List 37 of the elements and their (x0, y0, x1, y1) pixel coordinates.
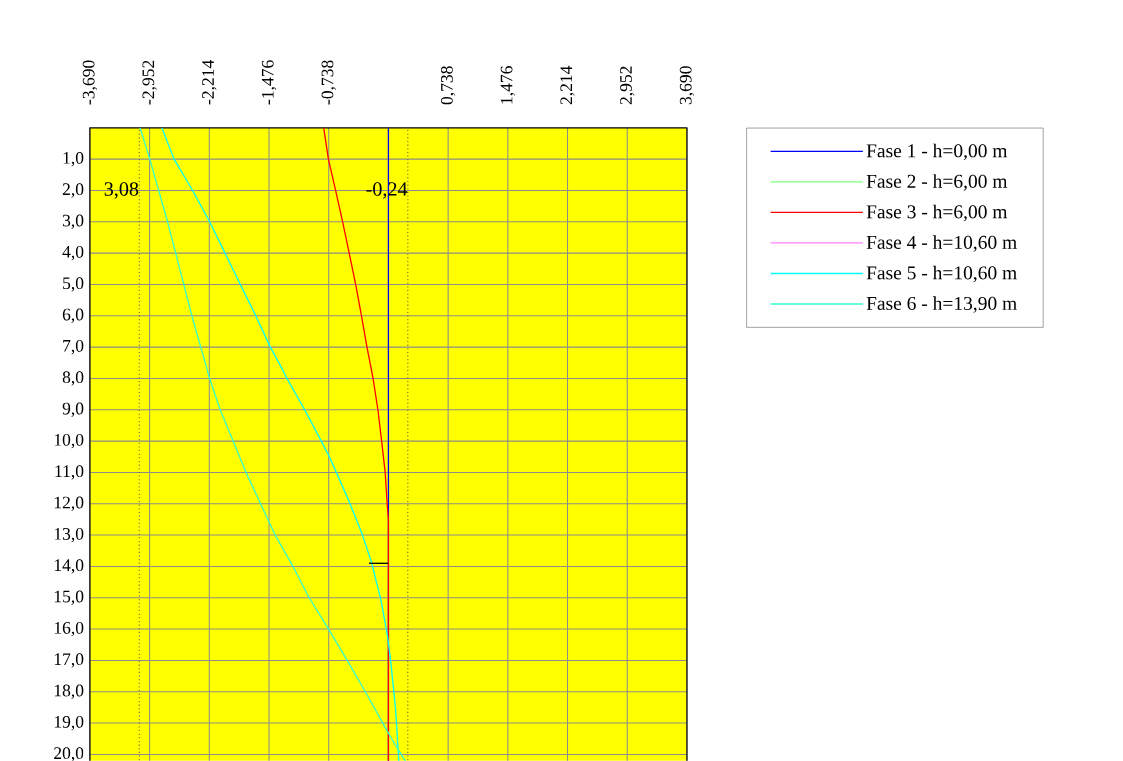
y-tick-label: 2,0 (62, 183, 84, 198)
legend-label: Fase 2 - h=6,00 m (866, 174, 1008, 191)
y-tick-label: 13,0 (54, 528, 84, 543)
y-tick-label: 6,0 (62, 308, 84, 324)
x-tick-label: 2,952 (620, 66, 635, 105)
y-tick-label: 5,0 (63, 277, 84, 292)
y-tick-label: 1,0 (63, 152, 84, 167)
x-tick-label: -1,476 (261, 60, 277, 105)
x-tick-label: 1,476 (500, 66, 515, 104)
y-tick-label: 10,0 (54, 434, 84, 449)
legend-label: Fase 6 - h=13,90 m (866, 296, 1017, 313)
y-tick-label: 7,0 (63, 340, 84, 355)
x-tick-label: 3,690 (679, 66, 695, 105)
x-tick-label: 0,738 (440, 66, 456, 105)
y-tick-label: 17,0 (54, 653, 84, 668)
y-tick-label: 18,0 (54, 684, 84, 700)
legend-label: Fase 4 - h=10,60 m (866, 235, 1017, 252)
x-tick-label: -0,738 (321, 60, 336, 105)
legend-label: Fase 5 - h=10,60 m (866, 265, 1017, 283)
y-tick-label: 12,0 (54, 496, 84, 512)
y-tick-label: 14,0 (54, 559, 84, 574)
y-tick-label: 19,0 (54, 716, 84, 731)
x-tick-label: -2,952 (142, 60, 157, 105)
x-tick-label: 2,214 (560, 66, 575, 105)
y-tick-label: 20,0 (54, 747, 84, 761)
y-tick-label: 11,0 (55, 465, 84, 480)
annotation: 3,08 (104, 182, 139, 199)
y-tick-label: 8,0 (62, 371, 84, 386)
legend-label: Fase 3 - h=6,00 m (866, 204, 1008, 222)
y-tick-label: 16,0 (54, 622, 84, 637)
x-tick-label: -3,690 (82, 60, 98, 105)
y-tick-label: 15,0 (54, 590, 84, 606)
y-tick-label: 4,0 (62, 246, 84, 261)
x-tick-label: -2,214 (202, 60, 217, 105)
legend-label: Fase 1 - h=0,00 m (866, 143, 1008, 161)
y-tick-label: 9,0 (62, 402, 84, 418)
y-tick-label: 3,0 (62, 214, 84, 230)
